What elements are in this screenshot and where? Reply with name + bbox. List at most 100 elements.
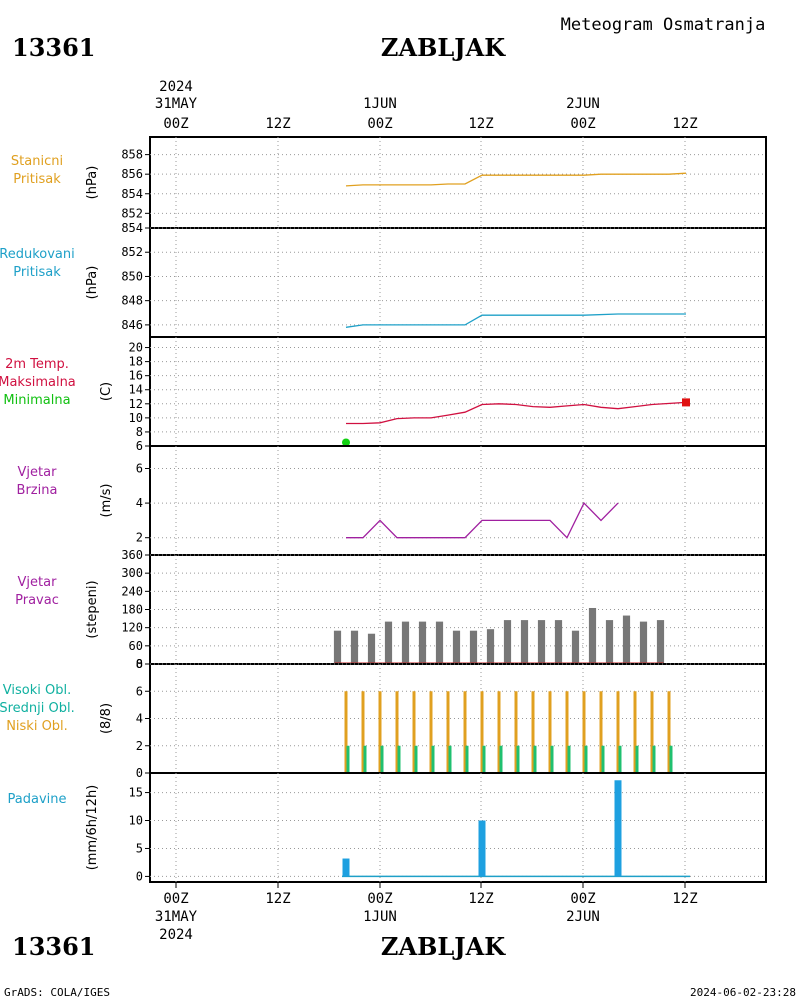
series-line bbox=[346, 501, 619, 539]
panel-unit: (C) bbox=[99, 382, 114, 401]
axis-hour-bottom: 00Z bbox=[570, 891, 595, 907]
mid-cloud-bar bbox=[482, 745, 486, 773]
low-cloud-bar bbox=[650, 691, 654, 773]
axis-hour-top: 00Z bbox=[163, 116, 188, 132]
panel-unit: (hPa) bbox=[85, 266, 100, 300]
ytick-label: 848 bbox=[121, 294, 143, 308]
low-cloud-bar bbox=[378, 691, 382, 773]
low-cloud-bar bbox=[446, 691, 450, 773]
axis-hour-top: 12Z bbox=[265, 116, 290, 132]
credit-text: GrADS: COLA/IGES bbox=[4, 986, 110, 999]
ytick-label: 0 bbox=[136, 657, 143, 671]
ytick-label: 852 bbox=[121, 206, 143, 220]
panel-frame bbox=[149, 227, 767, 338]
ytick-label: 854 bbox=[121, 187, 143, 201]
precip-bar bbox=[614, 780, 622, 877]
precip-bar bbox=[342, 858, 350, 877]
series-line bbox=[345, 313, 686, 328]
wind-dir-bar bbox=[469, 630, 478, 664]
ytick-label: 0 bbox=[136, 869, 143, 883]
axis-date-bottom: 1JUN bbox=[363, 909, 397, 925]
panel-label: Vjetar bbox=[18, 465, 58, 480]
ytick-label: 14 bbox=[129, 383, 143, 397]
axis-hour-bottom: 12Z bbox=[265, 891, 290, 907]
ytick-label: 0 bbox=[136, 766, 143, 780]
mid-cloud-bar bbox=[431, 745, 435, 773]
panel-label: Pritisak bbox=[13, 172, 61, 187]
panel-label: Brzina bbox=[17, 483, 58, 498]
wind-dir-bar bbox=[520, 620, 529, 664]
min-temp-marker bbox=[342, 438, 350, 447]
wind-dir-bar bbox=[656, 620, 665, 664]
axis-hour-top: 12Z bbox=[468, 116, 493, 132]
wind-dir-bar bbox=[401, 621, 410, 664]
wind-dir-bar bbox=[486, 629, 495, 664]
ytick-label: 60 bbox=[129, 639, 143, 653]
low-cloud-bar bbox=[497, 691, 501, 773]
wind-dir-bar bbox=[452, 630, 461, 664]
mid-cloud-bar bbox=[618, 745, 622, 773]
mid-cloud-bar bbox=[414, 745, 418, 773]
panel-unit: (stepeni) bbox=[85, 580, 100, 638]
series-line bbox=[346, 401, 687, 425]
precip-bar bbox=[478, 820, 486, 877]
low-cloud-bar bbox=[599, 691, 603, 773]
wind-dir-bar bbox=[588, 607, 597, 664]
wind-dir-bar bbox=[503, 620, 512, 664]
low-cloud-bar bbox=[429, 691, 433, 773]
ytick-label: 852 bbox=[121, 245, 143, 259]
panel-clouds: 0 2 4 6 8 Visoki Obl. Srednji Obl. Niski Obl. (8… bbox=[0, 657, 767, 780]
mid-cloud-bar bbox=[465, 745, 469, 773]
ytick-label: 18 bbox=[129, 355, 143, 369]
wind-dir-bar bbox=[435, 621, 444, 664]
panel-label: Pravac bbox=[15, 593, 59, 608]
wind-dir-bar bbox=[367, 633, 376, 664]
wind-dir-bar bbox=[554, 620, 563, 664]
axis-hour-bottom: 00Z bbox=[367, 891, 392, 907]
panel-reduced_pressure: 846 848 850 852 854 Redukovani Pritisak (hPa) bbox=[0, 221, 767, 338]
mid-cloud-bar bbox=[448, 745, 452, 773]
ytick-label: 10 bbox=[129, 814, 143, 828]
mid-cloud-bar bbox=[550, 745, 554, 773]
mid-cloud-bar bbox=[363, 745, 367, 773]
station-name-top: ZABLJAK bbox=[381, 33, 506, 62]
wind-dir-bar bbox=[571, 630, 580, 664]
low-cloud-bar bbox=[565, 691, 569, 773]
mid-cloud-bar bbox=[499, 745, 503, 773]
ytick-label: 240 bbox=[121, 584, 143, 598]
mid-cloud-bar bbox=[669, 745, 673, 773]
panel-label: Redukovani bbox=[0, 247, 75, 262]
axis-year-top: 2024 bbox=[159, 79, 193, 95]
low-cloud-bar bbox=[361, 691, 365, 773]
time-axis-bottom: 00Z 31MAY 12Z 00Z 1JUN 12Z 00Z 2JUN 12Z 2024 bbox=[155, 882, 698, 943]
mid-cloud-bar bbox=[346, 745, 350, 773]
axis-hour-bottom: 12Z bbox=[672, 891, 697, 907]
ytick-label: 858 bbox=[121, 148, 143, 162]
ytick-label: 6 bbox=[136, 684, 143, 698]
axis-hour-bottom: 12Z bbox=[468, 891, 493, 907]
station-name-bottom: ZABLJAK bbox=[381, 932, 506, 961]
ytick-label: 854 bbox=[121, 221, 143, 235]
ytick-label: 20 bbox=[129, 341, 143, 355]
axis-hour-top: 00Z bbox=[367, 116, 392, 132]
ytick-label: 846 bbox=[121, 318, 143, 332]
station-id-top: 13361 bbox=[12, 33, 96, 62]
ytick-label: 16 bbox=[129, 369, 143, 383]
ytick-label: 8 bbox=[136, 425, 143, 439]
axis-date-top: 2JUN bbox=[566, 96, 600, 112]
low-cloud-bar bbox=[548, 691, 552, 773]
low-cloud-bar bbox=[582, 691, 586, 773]
low-cloud-bar bbox=[412, 691, 416, 773]
panel-unit: (mm/6h/12h) bbox=[85, 785, 100, 871]
panel-label: Stanicni bbox=[11, 154, 63, 169]
panel-station_pressure: 852 854 856 858 Stanicni Pritisak (hPa) bbox=[11, 136, 767, 229]
ytick-label: 5 bbox=[136, 841, 143, 855]
ytick-label: 856 bbox=[121, 167, 143, 181]
wind-dir-bar bbox=[639, 621, 648, 664]
panel-wind_speed: 2 4 6 Vjetar Brzina (m/s) bbox=[17, 445, 767, 556]
ytick-label: 10 bbox=[129, 411, 143, 425]
axis-hour-bottom: 00Z bbox=[163, 891, 188, 907]
mid-cloud-bar bbox=[516, 745, 520, 773]
